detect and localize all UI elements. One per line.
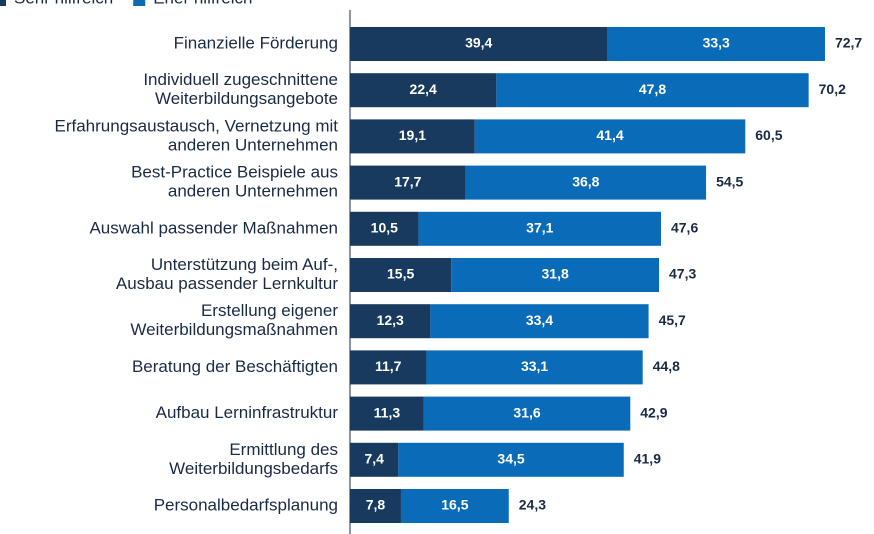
value-label: 19,1: [399, 127, 426, 143]
bar-segment: [430, 304, 649, 339]
bar-segment: [451, 258, 660, 292]
category-label: Auswahl passender Maßnahmen: [89, 218, 338, 237]
value-label: 7,4: [364, 451, 384, 467]
bar-segment: [350, 350, 427, 385]
value-label: 41,4: [596, 127, 623, 143]
bar-segment: [607, 27, 825, 61]
total-label: 41,9: [634, 451, 661, 467]
total-label: 44,8: [653, 358, 680, 374]
bar-segment: [350, 304, 431, 339]
category-label: Ermittlung des: [229, 440, 338, 459]
category-label: Finanzielle Förderung: [174, 33, 338, 52]
total-label: 54,5: [716, 173, 743, 189]
bar-segment: [350, 211, 419, 246]
category-label: Erfahrungsaustausch, Vernetzung mit: [55, 116, 339, 135]
bar-segment: [350, 442, 399, 477]
total-label: 60,5: [755, 127, 782, 143]
value-label: 31,6: [513, 404, 540, 420]
legend-swatch: [0, 0, 6, 6]
value-label: 36,8: [572, 173, 599, 189]
bar-segment: [465, 165, 707, 200]
category-label: Weiterbildungsmaßnahmen: [130, 320, 338, 339]
bar-segment: [350, 489, 401, 523]
bar-segment: [350, 119, 475, 154]
value-label: 16,5: [441, 497, 468, 513]
bar-segment: [350, 73, 497, 108]
bar-segment: [350, 396, 424, 431]
bar-segment: [398, 442, 624, 477]
value-label: 34,5: [497, 451, 524, 467]
legend-swatch: [133, 0, 146, 6]
total-label: 45,7: [659, 312, 686, 328]
legend-label: Sehr hilfreich: [14, 0, 113, 7]
value-label: 47,8: [639, 81, 666, 97]
value-label: 7,8: [366, 497, 386, 513]
total-label: 42,9: [640, 404, 667, 420]
bar-segment: [418, 211, 661, 246]
category-label: Individuell zugeschnittene: [143, 70, 338, 89]
total-label: 72,7: [835, 35, 862, 51]
bar-segment: [350, 165, 466, 200]
category-label: Best-Practice Beispiele aus: [131, 163, 338, 182]
value-label: 17,7: [394, 173, 421, 189]
category-label: Aufbau Lerninfrastruktur: [156, 403, 339, 422]
category-label: Beratung der Beschäftigten: [132, 357, 338, 376]
category-label: Personalbedarfsplanung: [154, 495, 338, 514]
bar-segment: [496, 73, 809, 108]
category-label: Unterstützung beim Auf-,: [151, 255, 338, 274]
category-label: anderen Unternehmen: [168, 135, 338, 154]
category-label: Ausbau passender Lernkultur: [116, 274, 338, 293]
value-label: 37,1: [526, 220, 553, 236]
total-label: 47,3: [669, 266, 696, 282]
value-label: 11,7: [375, 358, 402, 374]
bar-segment: [426, 350, 643, 385]
bar-segment: [423, 396, 631, 431]
bar-segment: [400, 489, 509, 523]
value-label: 11,3: [374, 404, 401, 420]
total-label: 24,3: [519, 497, 546, 513]
category-label: Weiterbildungsangebote: [155, 89, 338, 108]
value-label: 33,1: [521, 358, 548, 374]
value-label: 10,5: [371, 220, 398, 236]
value-label: 33,3: [703, 35, 730, 51]
value-label: 33,4: [526, 312, 553, 328]
category-label: anderen Unternehmen: [168, 182, 338, 201]
value-label: 22,4: [410, 81, 437, 97]
bar-segment: [350, 258, 452, 292]
legend-label: Eher hilfreich: [153, 0, 252, 7]
category-label: Erstellung eigener: [201, 301, 338, 320]
category-label: Weiterbildungsbedarfs: [169, 459, 338, 478]
value-label: 31,8: [542, 266, 569, 282]
bar-segment: [350, 27, 608, 61]
value-label: 15,5: [387, 266, 414, 282]
total-label: 47,6: [671, 220, 698, 236]
total-label: 70,2: [819, 81, 846, 97]
value-label: 12,3: [377, 312, 404, 328]
bar-segment: [474, 119, 746, 154]
value-label: 39,4: [465, 35, 492, 51]
